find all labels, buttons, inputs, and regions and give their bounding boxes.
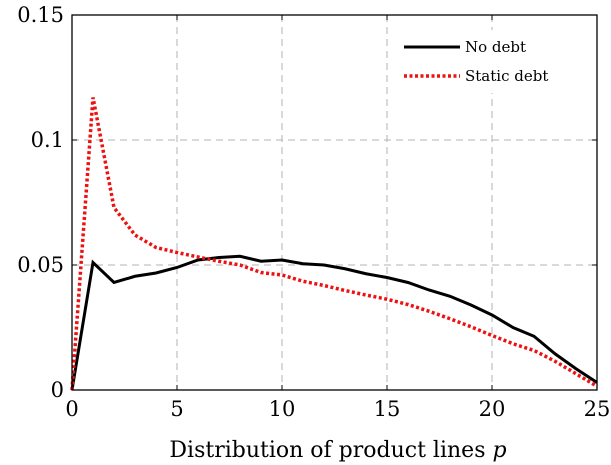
legend-box	[394, 30, 584, 93]
y-tick-label-0.15: 0.15	[17, 3, 64, 27]
x-axis-label-variable: p	[492, 438, 506, 463]
legend-label-no-debt: No debt	[465, 38, 526, 56]
x-tick-label-5: 5	[170, 397, 183, 421]
series-line-static-debt	[70, 97, 598, 391]
y-tick-label-0.1: 0.1	[31, 128, 64, 152]
legend: No debt Static debt	[394, 30, 584, 93]
ticks	[71, 14, 598, 391]
x-tick-label-10: 10	[269, 397, 296, 421]
x-tick-label-20: 20	[479, 397, 506, 421]
tick-labels: 0 5 10 15 20 25 0 0.05 0.1 0.15	[17, 3, 610, 421]
x-tick-label-0: 0	[65, 397, 78, 421]
plot-frame	[71, 14, 598, 391]
legend-label-static-debt: Static debt	[465, 67, 548, 85]
x-axis-label-text: Distribution of product lines	[169, 438, 485, 463]
y-tick-label-0.05: 0.05	[17, 253, 64, 277]
y-tick-label-0: 0	[51, 378, 64, 402]
series-layer	[70, 97, 598, 391]
x-tick-label-25: 25	[584, 397, 611, 421]
series-line-no-debt	[70, 254, 598, 391]
x-axis-label: Distribution of product lines p	[169, 438, 506, 463]
x-tick-label-15: 15	[374, 397, 401, 421]
